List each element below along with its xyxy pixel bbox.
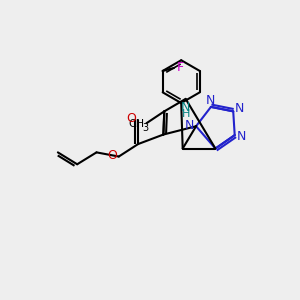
Text: O: O — [127, 112, 136, 125]
Text: H: H — [182, 109, 190, 119]
Text: N: N — [206, 94, 216, 107]
Text: CH: CH — [129, 119, 145, 129]
Text: N: N — [235, 102, 244, 115]
Text: N: N — [237, 130, 247, 143]
Text: O: O — [107, 149, 117, 162]
Text: 3: 3 — [142, 123, 148, 133]
Text: N: N — [181, 101, 190, 114]
Text: N: N — [185, 118, 194, 131]
Text: F: F — [176, 61, 184, 74]
